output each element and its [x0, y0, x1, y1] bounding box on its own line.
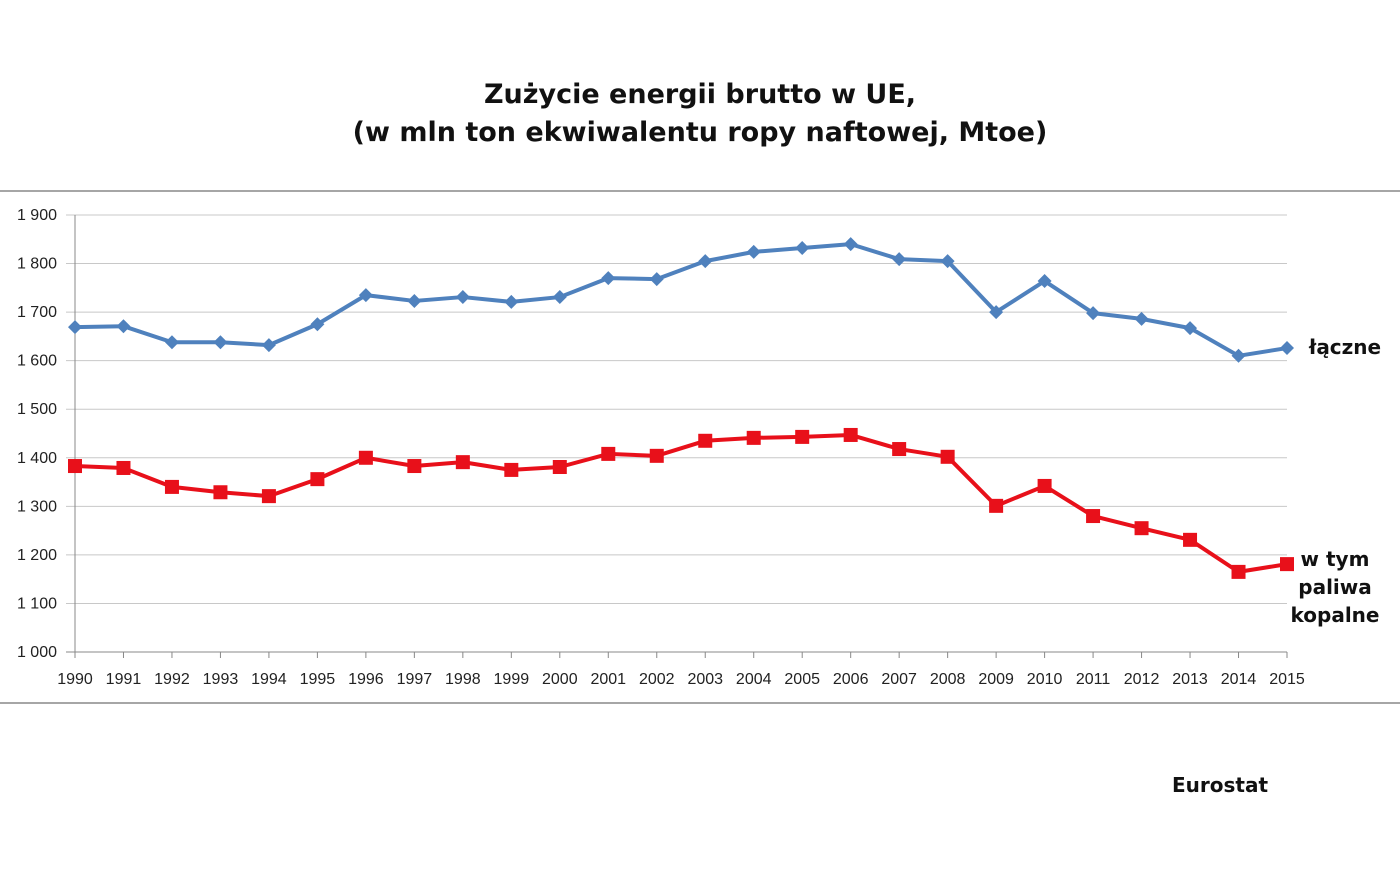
- data-point-square: [116, 460, 131, 475]
- data-point-diamond: [698, 254, 713, 269]
- data-point-square: [746, 430, 761, 445]
- data-point-square: [649, 448, 664, 463]
- data-point-square: [1134, 521, 1149, 536]
- data-point-square: [795, 429, 810, 444]
- y-tick-label: 1 500: [17, 401, 57, 418]
- data-point-square: [989, 498, 1004, 513]
- y-tick-label: 1 400: [17, 450, 57, 467]
- data-point-diamond: [1086, 306, 1101, 321]
- data-point-diamond: [504, 294, 519, 309]
- x-tick-label: 1990: [57, 671, 93, 688]
- data-point-square: [1280, 557, 1294, 572]
- data-point-diamond: [989, 305, 1004, 320]
- x-tick-label: 2004: [736, 671, 772, 688]
- data-point-diamond: [1134, 311, 1149, 326]
- source-label: Eurostat: [1171, 773, 1269, 797]
- x-tick-label: 2009: [978, 671, 1014, 688]
- x-tick-label: 2015: [1269, 671, 1305, 688]
- x-tick-label: 2003: [687, 671, 723, 688]
- data-point-diamond: [843, 237, 858, 252]
- series-label-fossil-line: kopalne: [1290, 603, 1380, 627]
- data-point-square: [843, 427, 858, 442]
- data-point-square: [68, 459, 82, 474]
- series-label-total: łączne: [1308, 335, 1382, 359]
- data-point-diamond: [746, 244, 761, 259]
- data-point-square: [601, 446, 616, 461]
- y-tick-label: 1 700: [17, 304, 57, 321]
- y-tick-label: 1 800: [17, 256, 57, 273]
- x-tick-label: 1999: [494, 671, 530, 688]
- x-tick-label: 1991: [106, 671, 142, 688]
- y-tick-label: 1 200: [17, 547, 57, 564]
- data-point-square: [1086, 509, 1101, 524]
- y-tick-label: 1 300: [17, 498, 57, 515]
- data-point-square: [1037, 478, 1052, 493]
- data-point-diamond: [1231, 348, 1246, 363]
- data-point-square: [213, 485, 228, 500]
- x-tick-label: 1993: [203, 671, 239, 688]
- chart-title: Zużycie energii brutto w UE,: [483, 79, 917, 110]
- data-point-diamond: [116, 319, 131, 334]
- x-tick-label: 1996: [348, 671, 384, 688]
- data-point-square: [1231, 564, 1246, 579]
- data-point-diamond: [1280, 341, 1294, 356]
- x-tick-label: 2001: [590, 671, 626, 688]
- data-point-diamond: [892, 252, 907, 267]
- x-tick-label: 2011: [1076, 671, 1111, 688]
- data-point-diamond: [310, 317, 325, 332]
- data-point-diamond: [213, 335, 228, 350]
- data-point-diamond: [601, 271, 616, 286]
- data-point-diamond: [1183, 321, 1198, 336]
- x-tick-label: 2000: [542, 671, 578, 688]
- x-tick-label: 2013: [1172, 671, 1208, 688]
- data-point-square: [698, 433, 713, 448]
- data-point-square: [552, 460, 567, 475]
- x-tick-label: 2005: [784, 671, 820, 688]
- series-line: [74, 432, 1288, 574]
- series-label-fossil-line: w tym: [1300, 547, 1370, 571]
- data-point-diamond: [358, 288, 373, 303]
- x-tick-label: 1998: [445, 671, 481, 688]
- y-tick-label: 1 600: [17, 353, 57, 370]
- x-tick-label: 2008: [930, 671, 966, 688]
- x-tick-label: 2012: [1124, 671, 1160, 688]
- x-tick-label: 2014: [1221, 671, 1257, 688]
- series-label-fossil: w tym paliwa kopalne: [1285, 545, 1385, 629]
- y-tick-label: 1 100: [17, 595, 57, 612]
- x-tick-label: 1994: [251, 671, 287, 688]
- data-point-diamond: [552, 290, 567, 305]
- x-tick-label: 2006: [833, 671, 869, 688]
- data-point-diamond: [940, 254, 955, 269]
- data-point-square: [407, 459, 422, 474]
- data-point-square: [892, 442, 907, 457]
- x-tick-label: 1997: [397, 671, 433, 688]
- data-point-diamond: [164, 335, 179, 350]
- data-point-diamond: [455, 290, 470, 305]
- x-tick-label: 2010: [1027, 671, 1063, 688]
- x-tick-label: 1995: [300, 671, 336, 688]
- data-point-diamond: [1037, 274, 1052, 289]
- data-point-diamond: [68, 320, 82, 335]
- data-point-diamond: [261, 338, 276, 353]
- data-point-square: [310, 472, 325, 487]
- series-label-fossil-line: paliwa: [1298, 575, 1372, 599]
- data-point-square: [1183, 532, 1198, 547]
- data-point-diamond: [407, 293, 422, 308]
- data-point-diamond: [649, 272, 664, 287]
- x-tick-label: 1992: [154, 671, 190, 688]
- series-line: [74, 242, 1288, 358]
- x-tick-label: 2002: [639, 671, 675, 688]
- data-point-diamond: [795, 241, 810, 256]
- y-tick-label: 1 900: [17, 207, 57, 224]
- y-tick-label: 1 000: [17, 644, 57, 661]
- x-tick-label: 2007: [881, 671, 917, 688]
- data-point-square: [164, 479, 179, 494]
- data-point-square: [455, 455, 470, 470]
- data-point-square: [940, 449, 955, 464]
- chart-subtitle: (w mln ton ekwiwalentu ropy naftowej, Mt…: [352, 117, 1048, 148]
- data-point-square: [261, 489, 276, 504]
- data-point-square: [504, 462, 519, 477]
- data-point-square: [358, 450, 373, 465]
